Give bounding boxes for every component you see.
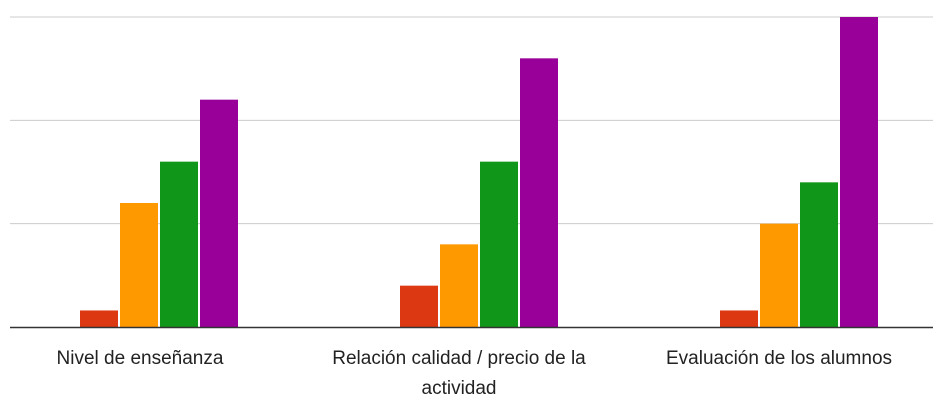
x-tick-label-relacion-calidad-precio: Relación calidad / precio de la activida…	[299, 344, 619, 404]
gridlines	[10, 17, 933, 224]
bar-cat2-series1	[400, 286, 438, 327]
bar-cat3-series4	[840, 17, 878, 327]
x-tick-label-nivel-de-ensenanza: Nivel de enseñanza	[0, 344, 300, 374]
bar-cat1-series3	[160, 162, 198, 327]
bar-cat3-series3	[800, 182, 838, 327]
bar-cat1-series1	[80, 310, 118, 327]
bar-cat3-series2	[760, 224, 798, 327]
x-tick-label-evaluacion-alumnos: Evaluación de los alumnos	[619, 344, 933, 374]
bar-cat2-series2	[440, 244, 478, 327]
bar-cat2-series4	[520, 58, 558, 327]
bars	[80, 17, 878, 327]
bar-cat1-series2	[120, 203, 158, 327]
bar-cat3-series1	[720, 310, 758, 327]
bar-cat2-series3	[480, 162, 518, 327]
bar-cat1-series4	[200, 100, 238, 327]
